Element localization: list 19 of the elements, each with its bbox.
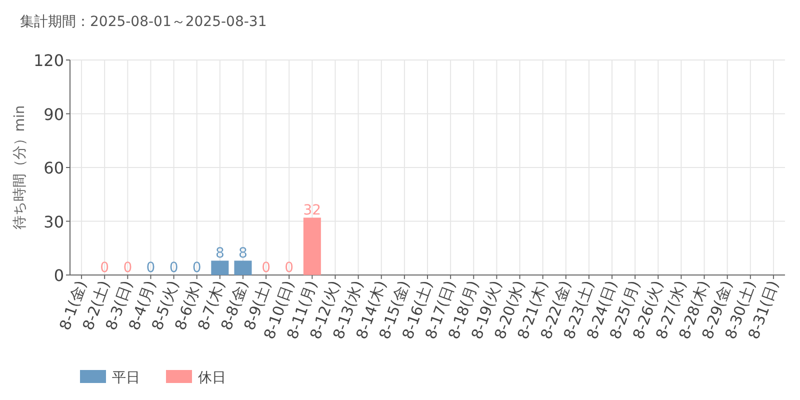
data-label: 0 xyxy=(192,260,202,276)
y-tick-label: 30 xyxy=(44,212,64,232)
y-tick-label: 120 xyxy=(33,51,64,70)
data-label: 0 xyxy=(123,260,132,276)
y-axis-title: 待ち時間（分）min xyxy=(12,105,28,230)
y-tick-label: 0 xyxy=(54,266,64,285)
data-label: 8 xyxy=(238,246,248,262)
legend-label: 休日 xyxy=(198,370,226,386)
data-label: 0 xyxy=(284,260,294,276)
data-label: 8 xyxy=(215,246,224,262)
data-label: 0 xyxy=(262,260,271,276)
data-label: 0 xyxy=(146,260,156,276)
data-label: 32 xyxy=(303,202,322,219)
y-tick-label: 90 xyxy=(44,104,64,124)
data-label: 0 xyxy=(169,260,178,276)
chart-title: 集計期間：2025-08-01～2025-08-31 xyxy=(20,14,267,30)
y-tick-label: 60 xyxy=(44,158,64,178)
legend-label: 平日 xyxy=(112,370,140,386)
data-label: 0 xyxy=(100,260,110,276)
